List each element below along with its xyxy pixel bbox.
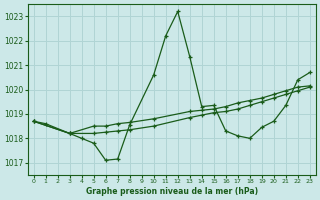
X-axis label: Graphe pression niveau de la mer (hPa): Graphe pression niveau de la mer (hPa) — [86, 187, 258, 196]
